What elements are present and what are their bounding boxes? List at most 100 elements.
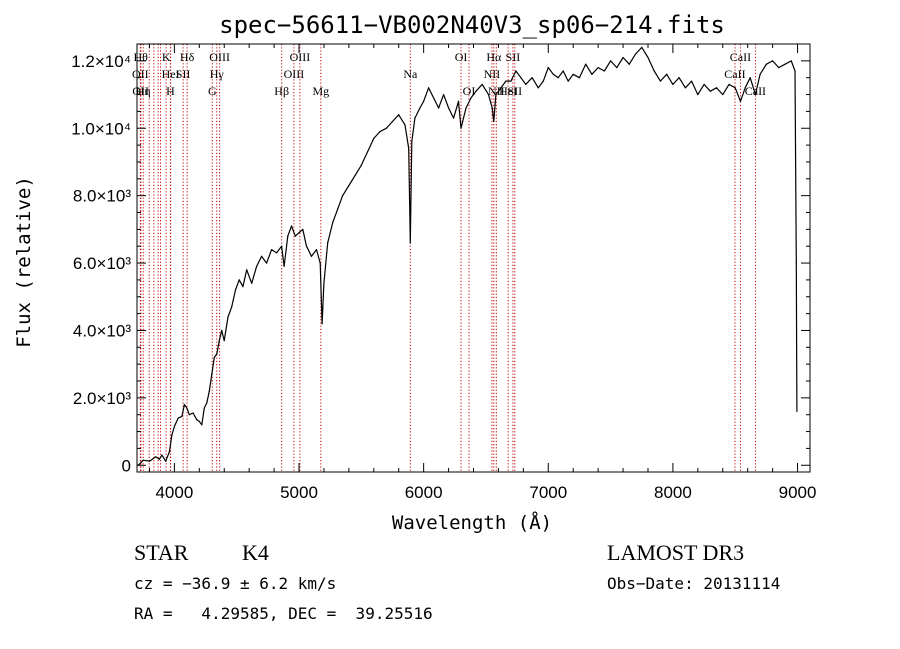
spectral-line-label-29: CaII (724, 67, 745, 81)
series-point-0-133 (754, 93, 757, 96)
series-point-0-12 (183, 403, 185, 406)
series-line-0 (137, 46, 798, 466)
series-point-0-23 (213, 356, 215, 359)
series-point-0-15 (192, 412, 194, 414)
series-point-0-126 (715, 87, 718, 89)
spectral-line-label-24: Hα (486, 50, 502, 64)
series-point-0-36 (261, 255, 263, 257)
series-point-0-27 (223, 339, 225, 342)
series-point-0-112 (628, 63, 630, 65)
redshift-cz: cz = −36.9 ± 6.2 km/s (134, 574, 336, 593)
series-point-0-49 (315, 248, 318, 251)
spectral-line-label-0: Hθ (134, 50, 149, 64)
series-point-0-41 (283, 265, 285, 268)
series-point-0-91 (510, 80, 512, 82)
series-point-0-74 (433, 97, 435, 99)
series-point-0-98 (547, 66, 549, 69)
series-point-0-103 (572, 73, 574, 75)
series-point-0-39 (275, 252, 278, 254)
series-point-0-31 (238, 279, 240, 281)
spectral-line-label-11: SII (176, 67, 191, 81)
series-point-0-2 (148, 460, 151, 462)
series-point-0-99 (552, 73, 554, 75)
series-point-0-63 (385, 127, 387, 129)
series-point-0-62 (379, 131, 381, 133)
x-tick-label-1: 5000 (280, 483, 318, 502)
series-point-0-129 (734, 87, 736, 89)
spectral-line-label-12: Hδ (180, 50, 195, 64)
x-axis-title: Wavelength (Å) (392, 511, 552, 534)
series-point-0-54 (332, 222, 334, 224)
spectral-line-labels: HθOIIOIIHηKHHeISIIHδGHγOIIIHβOIIIOIIIMgN… (132, 50, 766, 98)
series-point-0-9 (173, 425, 175, 428)
spectral-line-label-17: OIII (284, 67, 305, 81)
x-tick-label-3: 7000 (529, 483, 567, 502)
series-point-0-53 (327, 242, 329, 244)
x-tick-label-0: 4000 (155, 483, 193, 502)
series-point-0-132 (749, 77, 751, 79)
series-point-0-105 (585, 63, 587, 65)
series-point-0-79 (457, 100, 460, 102)
series-point-0-87 (493, 120, 495, 123)
series-point-0-89 (500, 87, 502, 89)
series-point-0-138 (784, 63, 786, 65)
series-point-0-6 (165, 460, 167, 462)
series-point-0-58 (354, 174, 356, 177)
spectral-line-label-26: HeI (499, 84, 517, 98)
spectral-line-label-10: HeI (162, 67, 180, 81)
spectral-line-markers (139, 44, 756, 472)
series-point-0-42 (287, 235, 289, 237)
series-point-0-131 (744, 87, 746, 89)
spectrum-series (137, 46, 798, 466)
series-point-0-93 (520, 77, 522, 79)
series-point-0-86 (491, 107, 493, 109)
series-point-0-59 (360, 164, 362, 166)
series-point-0-83 (475, 90, 477, 92)
series-point-0-30 (234, 289, 237, 291)
ra-dec-coordinates: RA = 4.29585, DEC = 39.25516 (134, 604, 433, 623)
series-point-0-84 (481, 83, 483, 86)
series-point-0-64 (391, 120, 394, 123)
series-point-0-107 (597, 66, 599, 69)
chart-title: spec−56611−VB002N40V3_sp06−214.fits (219, 11, 725, 39)
series-point-0-104 (578, 77, 581, 79)
y-axis-ticks: 0 2.0×10³ 4.0×10³ 6.0×10³ 8.0×10³ 1.0×10⁴ 1.2×… (71, 52, 810, 475)
series-point-0-110 (616, 66, 618, 69)
spectral-line-label-19: Mg (312, 84, 329, 98)
series-point-0-122 (691, 80, 693, 82)
spectral-line-label-23: NII (484, 67, 501, 81)
series-point-0-57 (348, 184, 350, 187)
series-point-0-88 (495, 93, 497, 96)
series-point-0-51 (321, 323, 323, 325)
series-point-0-121 (684, 87, 686, 89)
series-point-0-11 (181, 415, 183, 417)
series-point-0-69 (411, 141, 413, 143)
y-tick-label-3: 6.0×10³ (73, 254, 131, 273)
series-point-0-56 (342, 195, 344, 197)
series-point-0-92 (515, 70, 517, 72)
y-tick-label-6: 1.2×10⁴ (71, 52, 131, 71)
series-point-0-134 (759, 73, 761, 75)
series-point-0-18 (201, 424, 203, 426)
x-tick-label-2: 6000 (405, 483, 443, 502)
series-point-0-128 (728, 83, 730, 86)
series-point-0-13 (186, 407, 188, 409)
series-point-0-82 (470, 97, 472, 99)
series-point-0-141 (795, 262, 797, 264)
series-point-0-108 (603, 70, 605, 72)
series-point-0-136 (772, 60, 774, 62)
series-point-0-70 (414, 117, 416, 119)
series-point-0-116 (653, 70, 655, 72)
series-point-0-142 (796, 410, 798, 412)
series-point-0-37 (266, 262, 268, 264)
series-point-0-95 (531, 77, 533, 79)
spectral-line-label-20: Na (403, 67, 418, 81)
series-point-0-127 (722, 93, 724, 96)
series-point-0-34 (251, 282, 253, 284)
y-axis-title: Flux (relative) (13, 176, 35, 348)
series-point-0-20 (206, 402, 208, 404)
series-point-0-135 (765, 63, 767, 65)
series-point-0-113 (634, 53, 637, 55)
series-point-0-33 (246, 269, 248, 271)
